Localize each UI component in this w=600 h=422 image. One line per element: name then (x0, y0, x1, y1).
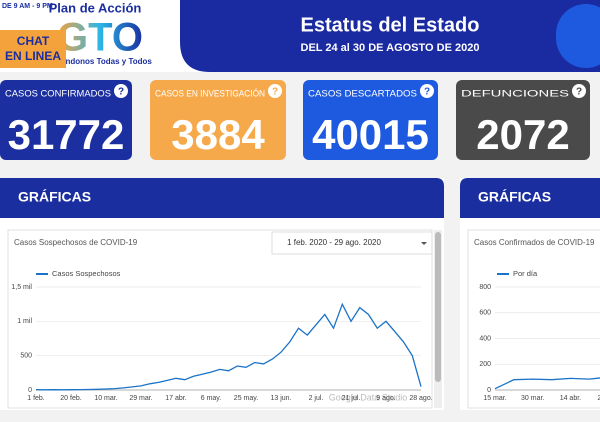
x-tick-label: 29 mar. (129, 395, 152, 402)
card-value: 31772 (8, 111, 125, 158)
help-text: ? (272, 87, 278, 98)
chart-title: Casos Sospechosos de COVID-19 (14, 238, 138, 247)
y-tick-label: 600 (479, 310, 491, 317)
card (150, 80, 286, 160)
x-tick-label: 13 jun. (270, 395, 291, 402)
help-text: ? (118, 87, 124, 98)
help-icon[interactable] (572, 84, 586, 98)
chart-card (7, 229, 433, 409)
cards: CASOS CONFIRMADOS ? 31772 CASOS EN INVESTIG… (0, 80, 590, 160)
y-tick-label: 800 (479, 284, 491, 291)
x-tick-label: 1 feb. (27, 395, 45, 402)
x-tick-label: 17 abr. (165, 395, 186, 402)
y-tick-label: 1,5 mil (11, 284, 32, 291)
header-decor (556, 4, 600, 68)
x-tick-label: 10 mar. (94, 395, 117, 402)
x-tick-label: 14 abr. (560, 395, 581, 402)
x-tick-label: 2 jul. (309, 395, 324, 402)
x-tick-label: 9 ago. (376, 395, 396, 402)
plan-text: Plan de Acción (49, 0, 142, 15)
chat-label: EN LINEA (5, 49, 61, 63)
legend-label: Por día (513, 269, 538, 278)
help-text: ? (576, 87, 582, 98)
card-value: 3884 (171, 111, 265, 158)
card-label: DEFUNCIONES (461, 88, 569, 98)
header-bar (180, 0, 600, 72)
scroll-thumb[interactable] (435, 232, 441, 382)
charts: Casos Sospechosos de COVID-19 1 feb. 20 fe… (11, 238, 600, 402)
help-icon[interactable] (420, 84, 434, 98)
y-tick-label: 0 (28, 387, 32, 394)
plot: 15 mar. 30 mar. 14 abr. 29 abr. (483, 286, 600, 402)
y-tick-label: 0 (487, 387, 491, 394)
date-range: 1 feb. 2020 - 29 ago. 2020 (287, 238, 381, 247)
chart-title: Casos Confirmados de COVID-19 (474, 238, 595, 247)
card (456, 80, 590, 160)
chat-hours: DE 9 AM - 9 PM (2, 3, 53, 10)
watermark: Google Data Studio (329, 392, 408, 402)
x-tick-label: 21 jul. (342, 395, 361, 402)
x-tick-label: 29 abr. (597, 395, 600, 402)
card-label: CASOS DESCARTADOS (308, 88, 417, 98)
header-subtitle: DEL 24 al 30 DE AGOSTO DE 2020 (301, 42, 480, 54)
card (303, 80, 438, 160)
help-icon[interactable] (114, 84, 128, 98)
y-tick-label: 200 (479, 361, 491, 368)
help-icon[interactable] (268, 84, 282, 98)
panel-header (460, 178, 600, 218)
logo: GTO (57, 16, 143, 60)
x-tick-label: 15 mar. (483, 395, 506, 402)
y-tick-label: 400 (479, 335, 491, 342)
header-title: Estatus del Estado (301, 14, 480, 36)
panel-header (0, 178, 444, 218)
dropdown-arrow (421, 242, 427, 245)
legend-label: Casos Sospechosos (52, 269, 121, 278)
series-line (494, 377, 600, 390)
chat-label: CHAT (17, 34, 50, 48)
chart-card (467, 229, 600, 409)
y-tick-label: 1 mil (17, 318, 32, 325)
x-tick-label: 28 ago. (409, 395, 432, 402)
x-tick-label: 30 mar. (521, 395, 544, 402)
card-label: CASOS CONFIRMADOS (5, 88, 111, 98)
card-label: CASOS EN INVESTIGACIÓN (155, 88, 265, 98)
x-tick-label: 6 may. (201, 395, 222, 402)
slogan: Uniéndonos Todas y Todos (48, 57, 152, 66)
series-line (35, 302, 422, 391)
card (0, 80, 132, 160)
plot: 1 feb. 20 feb. 10 mar. 29 mar. 17 abr. 6 may.… (27, 286, 432, 402)
x-tick-label: 25 may. (234, 395, 258, 402)
chat-button[interactable] (0, 30, 66, 68)
date-dropdown[interactable] (271, 231, 433, 255)
y-tick-label: 500 (20, 353, 32, 360)
panel-title: GRÁFICAS (478, 189, 551, 205)
x-tick-label: 20 feb. (60, 395, 81, 402)
help-text: ? (424, 87, 430, 98)
card-value: 2072 (476, 111, 569, 158)
card-value: 40015 (312, 111, 429, 158)
panel-title: GRÁFICAS (18, 189, 91, 205)
